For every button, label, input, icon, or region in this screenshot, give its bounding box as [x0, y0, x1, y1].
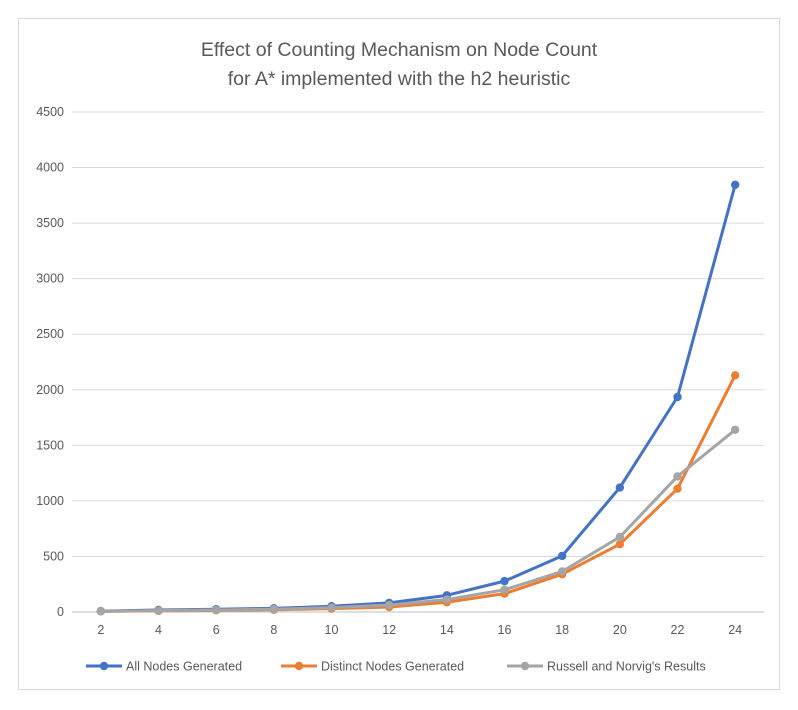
- x-tick-label: 24: [728, 623, 742, 637]
- data-point: [442, 595, 452, 604]
- x-tick-label: 22: [671, 623, 685, 637]
- data-point: [730, 425, 740, 434]
- data-point: [673, 392, 682, 402]
- series: [96, 180, 740, 616]
- series-2: [96, 371, 740, 616]
- legend-label: All Nodes Generated: [126, 660, 242, 674]
- data-point: [615, 540, 625, 549]
- legend-entry: All Nodes Generated: [86, 660, 242, 674]
- data-point: [673, 484, 682, 493]
- x-tick-label: 20: [613, 623, 627, 637]
- data-point: [96, 607, 106, 616]
- legend-entry: Distinct Nodes Generated: [281, 660, 464, 674]
- legend-entry: Russell and Norvig's Results: [507, 660, 706, 674]
- x-tick-label: 4: [155, 623, 162, 637]
- y-tick-label: 2500: [36, 327, 64, 341]
- series-line: [99, 183, 737, 613]
- chart-subtitle: for A* implemented with the h2 heuristic: [228, 68, 571, 90]
- data-point: [500, 576, 509, 586]
- y-tick-label: 500: [43, 549, 64, 563]
- gridlines: [72, 111, 764, 613]
- y-tick-label: 1000: [36, 494, 64, 508]
- y-tick-label: 3500: [36, 216, 64, 230]
- x-tick-label: 12: [382, 623, 396, 637]
- data-point: [269, 605, 279, 614]
- chart: Effect of Counting Mechanism on Node Cou…: [36, 39, 764, 674]
- x-tick-label: 6: [213, 623, 220, 637]
- data-point: [500, 585, 509, 594]
- legend-swatch-marker: [294, 661, 304, 671]
- series-3: [96, 425, 740, 616]
- data-point: [615, 483, 625, 492]
- legend-label: Russell and Norvig's Results: [547, 660, 706, 674]
- legend-swatch-marker: [99, 661, 109, 671]
- data-point: [730, 371, 740, 380]
- data-point: [673, 472, 682, 481]
- data-point: [154, 606, 163, 615]
- data-point: [211, 605, 221, 615]
- legend-swatch-marker: [520, 661, 530, 671]
- data-point: [384, 600, 394, 610]
- x-axis-ticks: 2 4 6 8 10 12 14 16 18 20 22 24: [97, 623, 742, 637]
- legend-label: Distinct Nodes Generated: [321, 660, 464, 674]
- x-tick-label: 2: [97, 623, 104, 637]
- x-tick-label: 16: [498, 623, 512, 637]
- data-point: [557, 567, 567, 576]
- y-tick-label: 4500: [36, 105, 64, 119]
- x-tick-label: 14: [440, 623, 454, 637]
- y-tick-label: 4000: [36, 161, 64, 175]
- data-point: [615, 532, 625, 542]
- data-point: [327, 603, 336, 612]
- y-tick-label: 3000: [36, 272, 64, 286]
- series-line: [99, 373, 737, 613]
- x-tick-label: 8: [270, 623, 277, 637]
- y-axis-ticks: 0 500 1000 1500 2000 2500 3000 3500 4000 4500: [36, 105, 64, 619]
- y-tick-label: 2000: [36, 383, 64, 397]
- chart-title: Effect of Counting Mechanism on Node Cou…: [201, 39, 598, 61]
- data-point: [557, 551, 567, 561]
- y-tick-label: 0: [57, 605, 64, 619]
- chart-frame: Effect of Counting Mechanism on Node Cou…: [18, 18, 780, 690]
- x-tick-label: 10: [325, 623, 339, 637]
- y-tick-label: 1500: [36, 438, 64, 452]
- data-point: [730, 180, 740, 189]
- series-1: [96, 180, 740, 616]
- series-line: [99, 428, 737, 613]
- legend: All Nodes Generated Distinct Nodes Genera…: [86, 660, 706, 674]
- x-tick-label: 18: [555, 623, 569, 637]
